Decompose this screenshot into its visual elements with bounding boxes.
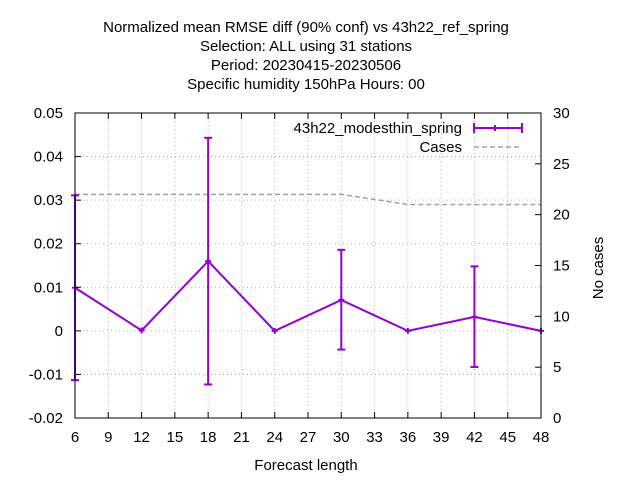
y-tick-label: 0 bbox=[55, 323, 63, 340]
x-tick-label: 9 bbox=[104, 429, 112, 446]
title-line: Specific humidity 150hPa Hours: 00 bbox=[187, 76, 425, 93]
x-tick-label: 21 bbox=[233, 429, 250, 446]
y2-tick-label: 30 bbox=[553, 105, 570, 122]
legend-label-main: 43h22_modesthin_spring bbox=[294, 120, 462, 137]
y-tick-label: -0.01 bbox=[29, 366, 63, 383]
series-main-line bbox=[74, 259, 542, 333]
x-tick-label: 6 bbox=[71, 429, 79, 446]
x-tick-label: 18 bbox=[200, 429, 217, 446]
x-tick-label: 30 bbox=[333, 429, 350, 446]
y2-tick-label: 20 bbox=[553, 207, 570, 224]
y-tick-label: -0.02 bbox=[29, 410, 63, 427]
title-line: Normalized mean RMSE diff (90% conf) vs … bbox=[103, 19, 509, 36]
y2-tick-label: 5 bbox=[553, 359, 561, 376]
x-tick-label: 48 bbox=[533, 429, 550, 446]
y-tick-label: 0.03 bbox=[34, 192, 63, 209]
legend-label-cases: Cases bbox=[419, 139, 462, 156]
title-line: Selection: ALL using 31 stations bbox=[200, 38, 412, 55]
y2-tick-label: 25 bbox=[553, 156, 570, 173]
series-cases-line bbox=[75, 193, 541, 206]
x-tick-label: 45 bbox=[499, 429, 516, 446]
chart-title: Normalized mean RMSE diff (90% conf) vs … bbox=[103, 19, 509, 93]
x-tick-label: 33 bbox=[366, 429, 383, 446]
axis-ticks: 6 9 12 15 18 21 24 27 30 33 36 39 42 45 48 -0.02 -0.01 0 0… bbox=[29, 105, 570, 446]
x-tick-label: 15 bbox=[167, 429, 184, 446]
x-tick-label: 12 bbox=[133, 429, 150, 446]
y2-tick-label: 10 bbox=[553, 308, 570, 325]
y-tick-label: 0.01 bbox=[34, 279, 63, 296]
title-line: Period: 20230415-20230506 bbox=[211, 57, 401, 74]
y-tick-label: 0.04 bbox=[34, 149, 63, 166]
y2-tick-label: 15 bbox=[553, 258, 570, 275]
y-tick-label: 0.05 bbox=[34, 105, 63, 122]
x-tick-label: 24 bbox=[266, 429, 283, 446]
x-tick-label: 39 bbox=[433, 429, 450, 446]
x-tick-label: 27 bbox=[300, 429, 317, 446]
y2-tick-label: 0 bbox=[553, 410, 561, 427]
x-tick-label: 36 bbox=[400, 429, 417, 446]
x-axis-label: Forecast length bbox=[254, 457, 357, 474]
y-tick-label: 0.02 bbox=[34, 236, 63, 253]
y2-axis-label: No cases bbox=[590, 237, 607, 300]
legend: 43h22_modesthin_spring Cases bbox=[294, 120, 523, 156]
x-tick-label: 42 bbox=[466, 429, 483, 446]
